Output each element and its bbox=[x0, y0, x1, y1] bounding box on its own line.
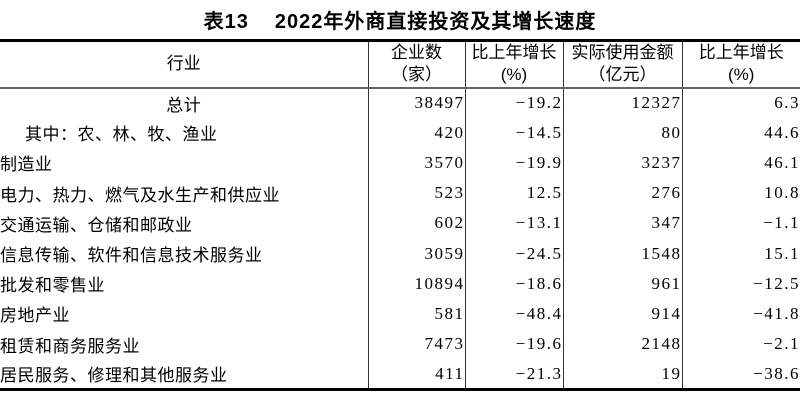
col-header-enterprises-growth-unit: (%) bbox=[500, 65, 528, 85]
amount-cell: 347 bbox=[562, 208, 682, 239]
table-row: 租赁和商务服务业 7473 −19.6 2148 −2.1 bbox=[0, 329, 800, 360]
enterprises-cell: 38497 bbox=[367, 87, 465, 118]
industry-cell: 其中：农、林、牧、渔业 bbox=[25, 125, 218, 145]
enterprises-growth-cell: −21.3 bbox=[464, 359, 563, 390]
col-header-amount-growth: 比上年增长 (%) bbox=[681, 40, 800, 89]
table-row: 电力、热力、燃气及水生产和供应业 523 12.5 276 10.8 bbox=[0, 178, 800, 209]
col-header-enterprises-unit: （家） bbox=[391, 65, 442, 85]
col-header-amount-growth-unit: (%) bbox=[728, 65, 755, 85]
table-row: 制造业 3570 −19.9 3237 46.1 bbox=[0, 147, 800, 179]
table-title-text: 2022年外商直接投资及其增长速度 bbox=[274, 11, 597, 33]
fdi-table: 行业 企业数 （家） 比上年增长 (%) 实际使用金额 （亿元） 比上年增长 (… bbox=[0, 39, 800, 391]
col-header-enterprises-label: 企业数 bbox=[391, 43, 442, 63]
enterprises-growth-cell: −48.4 bbox=[464, 298, 563, 329]
enterprises-cell: 7473 bbox=[367, 329, 465, 360]
table-title: 表13 2022年外商直接投资及其增长速度 bbox=[0, 0, 800, 39]
table-row: 交通运输、仓储和邮政业 602 −13.1 347 −1.1 bbox=[0, 208, 800, 239]
table-row: 居民服务、修理和其他服务业 411 −21.3 19 −38.6 bbox=[0, 359, 800, 390]
industry-cell: 制造业 bbox=[0, 155, 53, 175]
industry-cell: 批发和零售业 bbox=[0, 276, 105, 296]
amount-growth-cell: −2.1 bbox=[681, 329, 800, 360]
amount-growth-cell: −41.8 bbox=[681, 298, 800, 329]
col-header-enterprises: 企业数 （家） bbox=[367, 40, 465, 89]
amount-growth-cell: 46.1 bbox=[681, 147, 800, 179]
col-header-enterprises-growth-label: 比上年增长 bbox=[471, 43, 557, 63]
col-header-amount: 实际使用金额 （亿元） bbox=[562, 40, 682, 89]
amount-cell: 80 bbox=[562, 117, 682, 148]
enterprises-cell: 523 bbox=[367, 178, 465, 209]
enterprises-growth-cell: −19.9 bbox=[464, 147, 563, 179]
table-number-label: 表13 bbox=[203, 11, 249, 33]
enterprises-cell: 411 bbox=[367, 359, 465, 390]
enterprises-cell: 581 bbox=[367, 298, 465, 329]
amount-growth-cell: −12.5 bbox=[681, 268, 800, 299]
header-row: 行业 企业数 （家） 比上年增长 (%) 实际使用金额 （亿元） 比上年增长 (… bbox=[0, 40, 800, 89]
enterprises-growth-cell: 12.5 bbox=[464, 178, 563, 209]
col-header-amount-growth-label: 比上年增长 bbox=[698, 43, 784, 63]
enterprises-growth-cell: −24.5 bbox=[464, 238, 563, 269]
amount-growth-cell: 44.6 bbox=[681, 117, 800, 148]
enterprises-cell: 3059 bbox=[367, 238, 465, 269]
amount-cell: 3237 bbox=[562, 147, 682, 179]
table-body: 总计 38497 −19.2 12327 6.3 其中：农、林、牧、渔业 420… bbox=[0, 87, 800, 390]
enterprises-growth-cell: −19.2 bbox=[464, 87, 563, 118]
table-row: 批发和零售业 10894 −18.6 961 −12.5 bbox=[0, 268, 800, 299]
enterprises-cell: 602 bbox=[367, 208, 465, 239]
table-row: 总计 38497 −19.2 12327 6.3 bbox=[0, 87, 800, 118]
col-header-industry-label: 行业 bbox=[166, 54, 201, 74]
amount-cell: 12327 bbox=[562, 87, 682, 118]
enterprises-cell: 10894 bbox=[367, 268, 465, 299]
table-row: 其中：农、林、牧、渔业 420 −14.5 80 44.6 bbox=[0, 117, 800, 148]
industry-cell: 信息传输、软件和信息技术服务业 bbox=[0, 246, 263, 266]
col-header-amount-label: 实际使用金额 bbox=[571, 43, 674, 63]
amount-growth-cell: 6.3 bbox=[681, 87, 800, 118]
amount-cell: 19 bbox=[562, 359, 682, 390]
amount-growth-cell: −1.1 bbox=[681, 208, 800, 239]
industry-cell: 租赁和商务服务业 bbox=[0, 336, 140, 356]
table-row: 房地产业 581 −48.4 914 −41.8 bbox=[0, 298, 800, 329]
col-header-enterprises-growth: 比上年增长 (%) bbox=[464, 40, 563, 89]
enterprises-growth-cell: −14.5 bbox=[464, 117, 563, 148]
col-header-industry: 行业 bbox=[0, 40, 368, 89]
enterprises-growth-cell: −19.6 bbox=[464, 329, 563, 360]
amount-cell: 1548 bbox=[562, 238, 682, 269]
industry-cell: 居民服务、修理和其他服务业 bbox=[0, 366, 228, 386]
enterprises-cell: 3570 bbox=[367, 147, 465, 179]
enterprises-growth-cell: −18.6 bbox=[464, 268, 563, 299]
amount-growth-cell: −38.6 bbox=[681, 359, 800, 390]
amount-cell: 961 bbox=[562, 268, 682, 299]
industry-cell: 总计 bbox=[166, 95, 202, 115]
table-header: 行业 企业数 （家） 比上年增长 (%) 实际使用金额 （亿元） 比上年增长 (… bbox=[0, 40, 800, 89]
table-row: 信息传输、软件和信息技术服务业 3059 −24.5 1548 15.1 bbox=[0, 238, 800, 269]
amount-growth-cell: 15.1 bbox=[681, 238, 800, 269]
enterprises-growth-cell: −13.1 bbox=[464, 208, 563, 239]
industry-cell: 交通运输、仓储和邮政业 bbox=[0, 215, 193, 235]
amount-cell: 914 bbox=[562, 298, 682, 329]
industry-cell: 电力、热力、燃气及水生产和供应业 bbox=[0, 185, 280, 205]
amount-cell: 2148 bbox=[562, 329, 682, 360]
enterprises-cell: 420 bbox=[367, 117, 465, 148]
amount-growth-cell: 10.8 bbox=[681, 178, 800, 209]
industry-cell: 房地产业 bbox=[0, 306, 70, 326]
amount-cell: 276 bbox=[562, 178, 682, 209]
col-header-amount-unit: （亿元） bbox=[588, 65, 657, 85]
